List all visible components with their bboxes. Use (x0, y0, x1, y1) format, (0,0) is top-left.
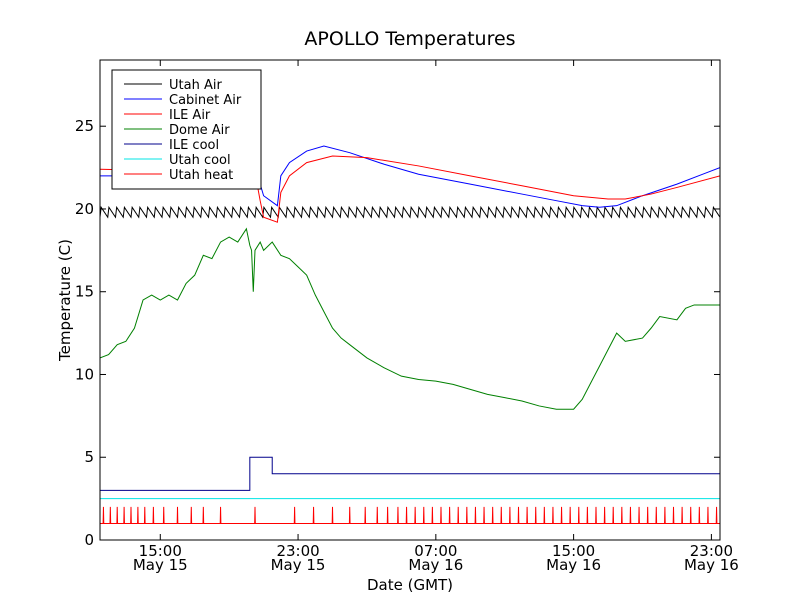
x-tick-time-label: 15:00 (552, 542, 595, 560)
legend-label: ILE Air (169, 108, 211, 123)
y-tick-label: 5 (84, 448, 94, 466)
y-tick-label: 10 (75, 365, 94, 383)
x-tick-time-label: 23:00 (690, 542, 733, 560)
legend-label: Utah cool (169, 153, 231, 168)
legend-label: Dome Air (169, 123, 230, 138)
legend-label: Utah Air (169, 78, 222, 93)
x-tick-time-label: 15:00 (139, 542, 182, 560)
plot-frame (99, 59, 721, 541)
legend-label: ILE cool (169, 138, 219, 153)
y-tick-label: 25 (75, 117, 94, 135)
series-line-utah-air (100, 205, 720, 219)
x-tick-date-label: May 15 (133, 556, 188, 574)
series-line-dome-air (100, 227, 720, 410)
chart-title: APOLLO Temperatures (304, 28, 515, 50)
x-tick-date-label: May 16 (684, 556, 739, 574)
y-axis-label: Temperature (C) (56, 239, 74, 362)
legend-label: Cabinet Air (169, 93, 242, 108)
series-line-ile-cool (100, 456, 720, 491)
series-line-cabinet-air (100, 145, 720, 208)
series-line-ile-air (100, 155, 720, 223)
x-tick-date-label: May 16 (546, 556, 601, 574)
x-tick-time-label: 07:00 (414, 542, 457, 560)
y-tick-label: 20 (75, 200, 94, 218)
legend-label: Utah heat (169, 168, 233, 183)
series-line-utah-heat (100, 506, 720, 524)
x-tick-date-label: May 16 (408, 556, 463, 574)
x-tick-time-label: 23:00 (276, 542, 319, 560)
x-tick-date-label: May 15 (271, 556, 326, 574)
y-tick-label: 15 (75, 283, 94, 301)
legend-box (111, 69, 262, 190)
x-axis-label: Date (GMT) (367, 576, 453, 594)
y-tick-label: 0 (84, 531, 94, 549)
